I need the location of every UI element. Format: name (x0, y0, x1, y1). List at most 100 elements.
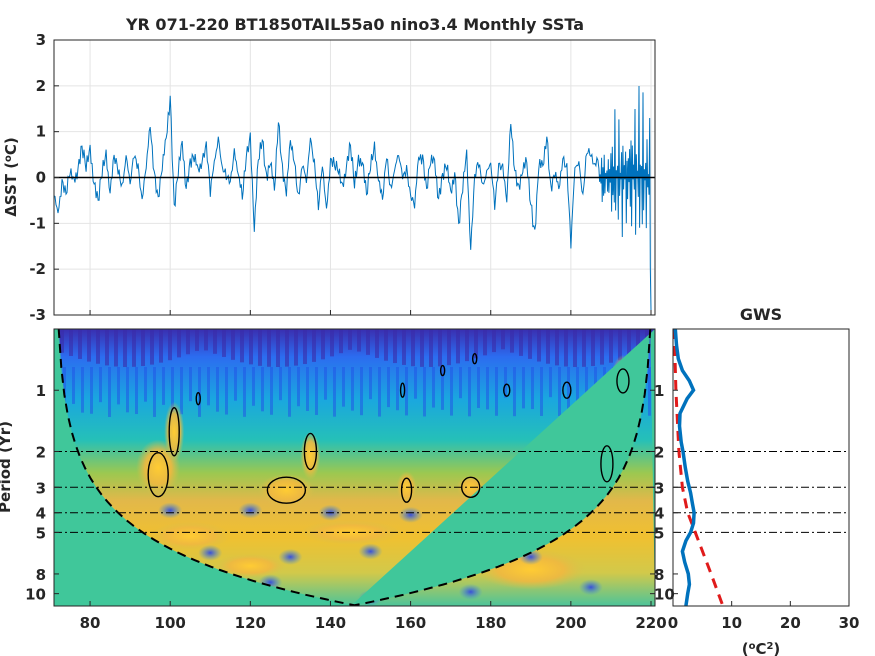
power-texture-band (519, 329, 523, 356)
power-texture-band (141, 329, 145, 367)
wavelet-ytick-label: 8 (36, 566, 46, 584)
wavelet-ytick-label: 5 (36, 524, 46, 542)
significance-contour (503, 383, 511, 397)
power-texture-band (441, 367, 444, 410)
wavelet-ytick-label: 1 (36, 382, 46, 400)
wavelet-ytick-label: 3 (36, 479, 46, 497)
power-texture-band (288, 367, 291, 417)
power-texture-band (576, 367, 579, 409)
timeseries-ytick-label: 3 (36, 31, 46, 49)
power-texture-band (522, 367, 525, 409)
timeseries-panel: -3 -2 -1 0 1 2 3 YR 071-220 BT1850TAIL55a0 nin… (2, 15, 656, 324)
power-texture-band (123, 329, 127, 367)
wavelet-xtick-label: 200 (555, 614, 586, 632)
wavelet-ytick-label: 4 (36, 505, 46, 523)
power-texture-band (186, 329, 190, 355)
power-texture-band (213, 329, 217, 354)
cone-of-influence-line (57, 329, 652, 606)
power-texture-band (456, 329, 460, 364)
wavelet-ylabel: Period (Yr) (0, 421, 14, 513)
power-texture-band (609, 329, 613, 363)
power-texture-band (387, 367, 390, 408)
gws-axes-frame (672, 328, 850, 607)
gws-ytick-label: 8 (654, 566, 664, 584)
power-texture-band (357, 329, 361, 352)
gws-xlabel-prefix: ( (742, 640, 749, 656)
power-texture-band (315, 367, 318, 415)
power-texture-band (348, 329, 352, 350)
power-texture-band (384, 329, 388, 361)
power-texture-band (258, 329, 262, 366)
significance-contour (400, 477, 413, 503)
power-texture-band (279, 367, 282, 401)
power-texture-band (162, 367, 165, 405)
wavelet-axes-frame (53, 328, 656, 607)
gws-xlabel-degree: o (749, 641, 756, 652)
power-texture-band (537, 329, 541, 362)
power-texture-band (420, 329, 424, 367)
power-texture-band (195, 329, 199, 351)
power-texture-band (303, 329, 307, 365)
gws-ytick-label: 2 (654, 443, 664, 461)
power-texture-band (447, 329, 451, 366)
power-texture-band (600, 329, 604, 365)
power-texture-band (297, 367, 300, 407)
low-power-spot (238, 502, 263, 519)
low-power-spot (278, 548, 303, 565)
power-texture-band (465, 329, 469, 362)
ylabel-suffix: C) (2, 137, 20, 155)
power-texture-band (276, 329, 280, 367)
ylabel-prefix: ΔSST ( (2, 162, 20, 217)
low-power-spot (198, 544, 223, 561)
power-texture-band (285, 329, 289, 367)
power-texture-band (177, 329, 181, 358)
power-texture-band (648, 367, 651, 416)
power-texture-band (81, 367, 84, 413)
power-texture-band (105, 329, 109, 366)
significance-contour (616, 368, 630, 394)
power-texture-band (474, 329, 478, 359)
power-texture-band (117, 367, 120, 405)
power-texture-band (249, 329, 253, 365)
power-texture-band (429, 329, 433, 367)
high-power-region (215, 553, 286, 578)
global-wavelet-spectrum-line (673, 329, 696, 606)
ylabel-degree: o (3, 155, 14, 162)
gws-ytick-label: 1 (654, 382, 664, 400)
power-texture-band (486, 367, 489, 410)
power-texture-band (153, 367, 156, 417)
power-texture-band (567, 367, 570, 409)
power-texture-band (366, 329, 370, 355)
wavelet-xtick-label: 180 (475, 614, 506, 632)
power-texture-band (132, 329, 136, 367)
power-texture-band (108, 367, 111, 417)
power-texture-band (240, 329, 244, 363)
gws-title: GWS (740, 305, 782, 324)
gws-ytick-label: 4 (654, 505, 664, 523)
timeseries-ytick-label: 2 (36, 77, 46, 95)
power-texture-band (159, 329, 163, 363)
power-texture-band (510, 329, 514, 353)
power-texture-band (342, 367, 345, 407)
power-texture-band (171, 367, 174, 413)
timeseries-ytick-label: 1 (36, 123, 46, 141)
high-power-region (150, 521, 231, 550)
significance-contour (266, 476, 307, 504)
wavelet-power-texture (60, 329, 651, 417)
significance-contour (168, 407, 180, 457)
power-texture-band (477, 367, 480, 408)
power-texture-band (99, 367, 102, 403)
power-texture-band (483, 329, 487, 356)
timeseries-ylabel: ΔSST (oC) (2, 137, 20, 217)
wavelet-ytick-label: 2 (36, 443, 46, 461)
power-texture-band (393, 329, 397, 364)
power-texture-band (306, 367, 309, 411)
power-texture-band (369, 367, 372, 400)
gws-ytick-label: 10 (654, 586, 675, 604)
power-texture-band (225, 367, 228, 415)
power-texture-band (501, 329, 505, 350)
power-texture-band (267, 329, 271, 367)
power-texture-band (72, 367, 75, 404)
